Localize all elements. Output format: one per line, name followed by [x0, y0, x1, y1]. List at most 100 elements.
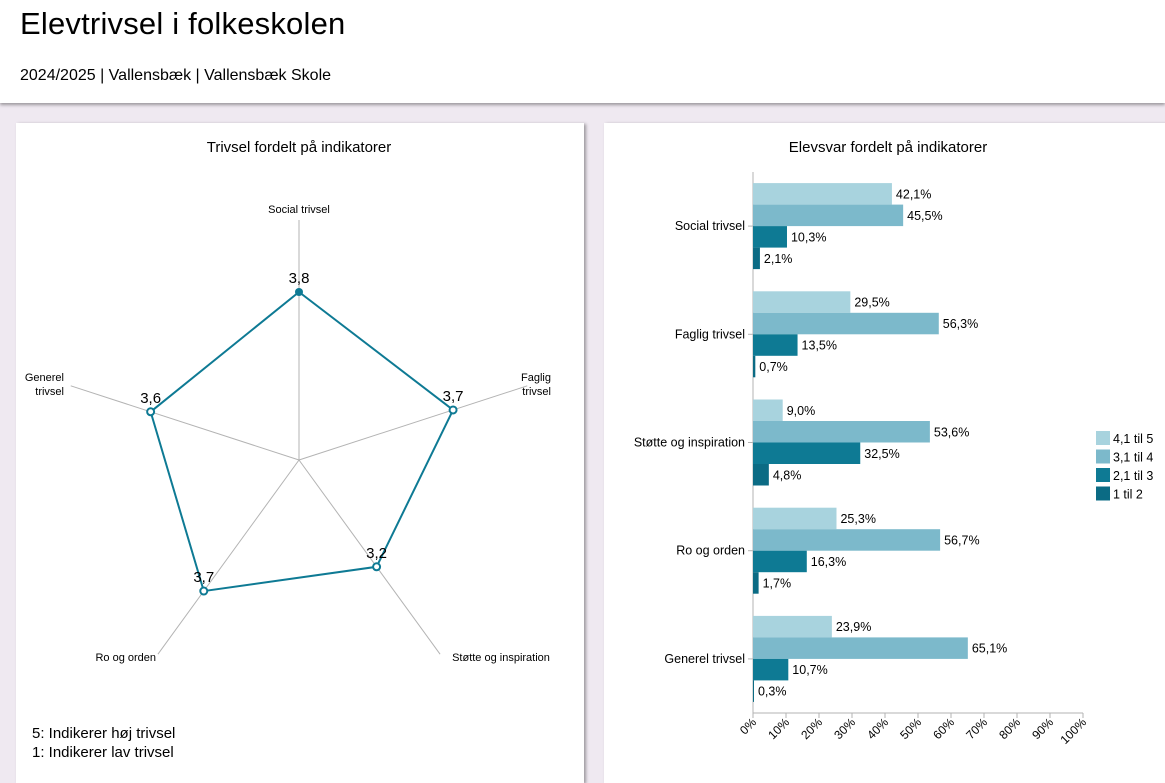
- bar-data-label: 10,3%: [791, 230, 826, 244]
- bar-data-label: 25,3%: [840, 512, 875, 526]
- radar-point: [448, 405, 458, 415]
- bar: [753, 183, 892, 205]
- bar-x-tick-label: 90%: [1029, 715, 1056, 742]
- bar: [753, 464, 769, 486]
- bar-x-tick-label: 100%: [1058, 715, 1090, 747]
- bar: [753, 399, 783, 421]
- bar: [753, 291, 851, 313]
- bar: [753, 680, 754, 702]
- radar-value-label: 3,8: [289, 270, 310, 287]
- radar-value-label: 3,2: [366, 545, 387, 562]
- bar-x-tick-label: 0%: [737, 715, 759, 737]
- radar-category-label-line: trivsel: [522, 386, 551, 398]
- radar-category-label-line: Social trivsel: [268, 204, 330, 216]
- radar-axis-line: [298, 459, 441, 655]
- bar-data-label: 0,7%: [759, 360, 788, 374]
- bar: [753, 204, 904, 227]
- bar: [753, 637, 968, 659]
- radar-value-label: 3,7: [443, 388, 464, 405]
- bar-category-label: Social trivsel: [675, 219, 745, 233]
- bar: [753, 226, 787, 248]
- bar: [753, 550, 807, 573]
- bar-category-label: Faglig trivsel: [675, 327, 745, 341]
- radar-category-label-line: trivsel: [35, 386, 64, 398]
- legend-label: 2,1 til 3: [1113, 469, 1153, 483]
- bar-data-label: 2,1%: [764, 252, 793, 266]
- bar-data-label: 13,5%: [802, 339, 837, 353]
- radar-category-label: Faglig trivsel: [521, 372, 551, 398]
- bar-category-label: Generel trivsel: [664, 652, 745, 666]
- radar-category-label: Ro og orden: [95, 652, 156, 664]
- bar: [753, 507, 837, 530]
- bar-data-label: 1,7%: [763, 576, 792, 590]
- radar-series-line: [149, 290, 455, 593]
- note-low: 1: Indikerer lav trivsel: [32, 744, 174, 761]
- bar-x-tick-label: 20%: [798, 715, 825, 742]
- radar-chart-panel: Trivsel fordelt på indikatorer Social tri…: [16, 123, 584, 783]
- radar-point: [372, 562, 382, 572]
- bar-data-label: 56,3%: [943, 317, 978, 331]
- bar-data-label: 10,7%: [792, 663, 827, 677]
- page-header: Elevtrivsel i folkeskolen 2024/2025 | Va…: [0, 0, 1165, 103]
- radar-value-label: 3,7: [193, 569, 214, 586]
- legend-label: 1 til 2: [1113, 488, 1143, 502]
- radar-category-label: Social trivsel: [268, 204, 330, 216]
- bar: [753, 615, 832, 638]
- radar-axis-line: [298, 385, 528, 461]
- bar: [753, 421, 930, 443]
- bar-x-tick-label: 50%: [897, 715, 924, 742]
- bar-data-label: 4,8%: [773, 468, 802, 482]
- bar: [753, 247, 760, 270]
- radar-point: [146, 407, 156, 417]
- radar-chart-title: Trivsel fordelt på indikatorer: [207, 139, 392, 156]
- bar-data-label: 23,9%: [836, 620, 871, 634]
- radar-category-label-line: Generel: [25, 372, 64, 384]
- bar-data-label: 45,5%: [907, 209, 942, 223]
- radar-category-label-line: Ro og orden: [95, 652, 156, 664]
- bar-data-label: 56,7%: [944, 533, 979, 547]
- page-subtitle: 2024/2025 | Vallensbæk | Vallensbæk Skol…: [20, 67, 332, 84]
- bar-chart-title: Elevsvar fordelt på indikatorer: [789, 139, 987, 156]
- bar-data-label: 65,1%: [972, 642, 1007, 656]
- legend-swatch: [1096, 449, 1110, 464]
- radar-category-label-line: Støtte og inspiration: [452, 652, 550, 664]
- legend-label: 4,1 til 5: [1113, 432, 1153, 446]
- legend-swatch: [1096, 431, 1110, 445]
- bar: [753, 658, 789, 681]
- bar-category-label: Ro og orden: [676, 544, 745, 558]
- bar-data-label: 16,3%: [811, 555, 846, 569]
- radar-value-label: 3,6: [140, 390, 161, 407]
- page-title: Elevtrivsel i folkeskolen: [20, 6, 346, 41]
- bar-x-tick-label: 60%: [930, 715, 957, 742]
- bar-data-label: 53,6%: [934, 425, 969, 439]
- radar-category-label-line: Faglig: [521, 372, 551, 384]
- radar-category-label: Generel trivsel: [25, 372, 64, 398]
- bar-x-tick-label: 40%: [864, 715, 891, 742]
- bar-chart-panel: Elevsvar fordelt på indikatorer 0% 10% 20% 3…: [604, 123, 1165, 783]
- radar-point: [295, 288, 303, 296]
- bar-category-label: Støtte og inspiration: [634, 436, 745, 450]
- bar: [753, 355, 756, 378]
- radar-axis-line: [157, 459, 300, 655]
- bar: [753, 334, 798, 356]
- bar-x-tick-label: 30%: [831, 715, 858, 742]
- radar-axis-line: [70, 385, 300, 461]
- bar-data-label: 42,1%: [896, 187, 931, 201]
- note-high: 5: Indikerer høj trivsel: [32, 725, 176, 742]
- bar: [753, 529, 941, 551]
- bar-x-tick-label: 80%: [996, 715, 1023, 742]
- bar-data-label: 9,0%: [787, 404, 816, 418]
- legend-swatch: [1096, 468, 1110, 482]
- bar-x-tick-label: 10%: [765, 715, 792, 742]
- bar-data-label: 32,5%: [864, 447, 899, 461]
- bar: [753, 442, 861, 464]
- radar-category-label: Støtte og inspiration: [452, 652, 550, 664]
- bar-x-tick-label: 70%: [963, 715, 990, 742]
- legend-swatch: [1096, 486, 1110, 501]
- bar: [753, 572, 759, 594]
- bar-data-label: 29,5%: [854, 296, 889, 310]
- legend-label: 3,1 til 4: [1113, 451, 1153, 465]
- bar-data-label: 0,3%: [758, 685, 787, 699]
- bar: [753, 312, 939, 335]
